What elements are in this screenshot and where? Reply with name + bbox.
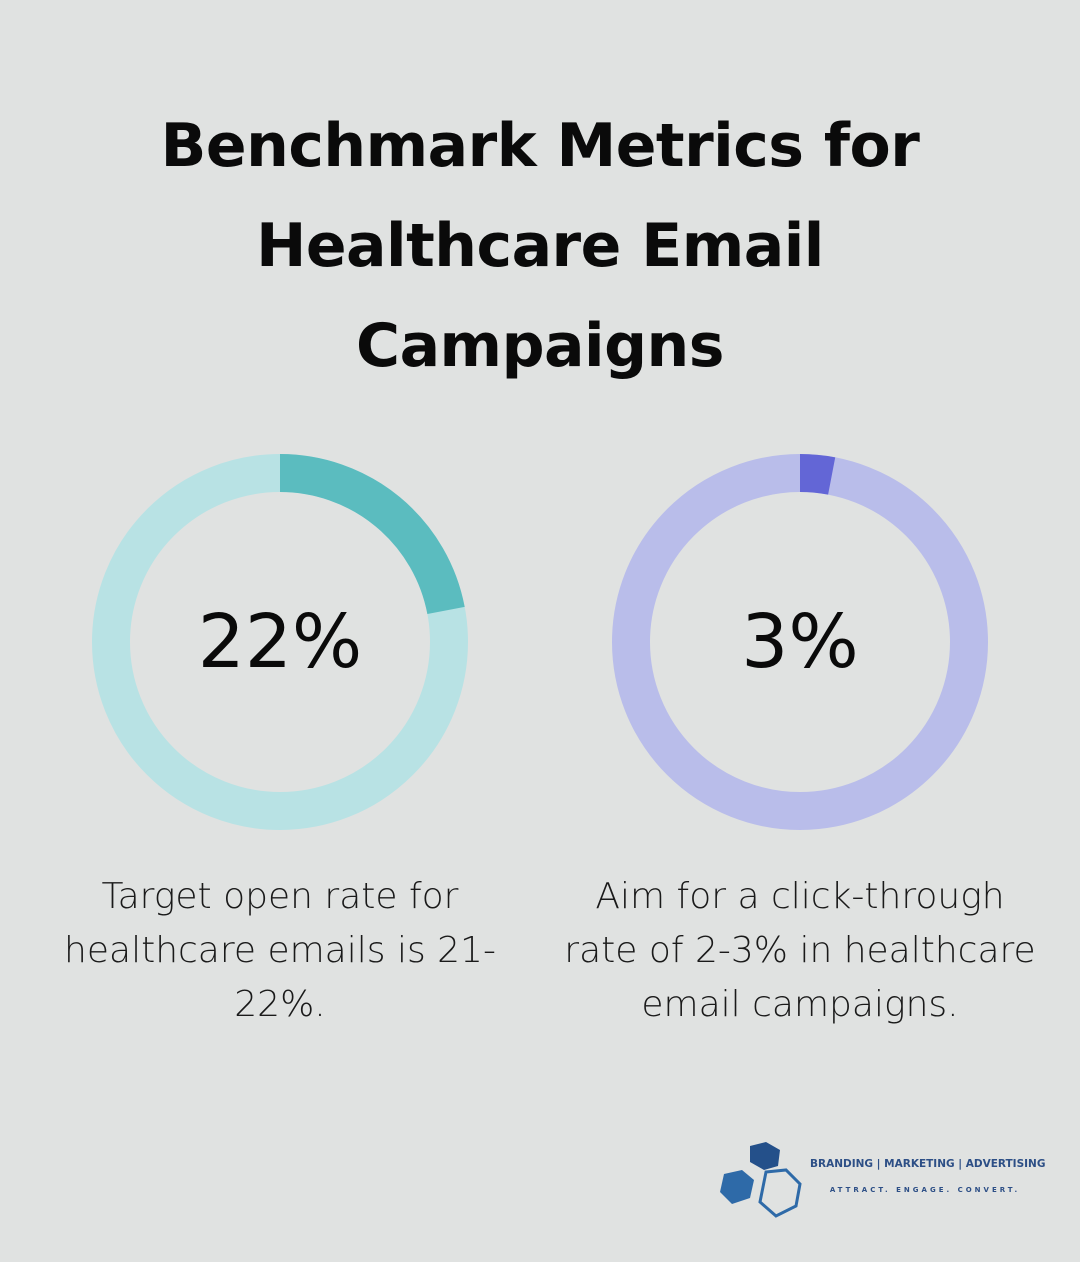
logo-hexagon-filled	[720, 1170, 754, 1204]
click-through-donut-svg: 3%	[612, 454, 988, 830]
open-rate-value-label: 22%	[198, 599, 362, 685]
click-through-donut-fill	[612, 454, 988, 830]
logo-tagline-primary: BRANDING | MARKETING | ADVERTISING	[810, 1158, 1046, 1170]
logo-hexagon-outline	[758, 1168, 802, 1218]
logo-tagline-secondary: ATTRACT. ENGAGE. CONVERT.	[829, 1186, 1021, 1194]
click-through-caption: Aim for a click-through rate of 2-3% in …	[564, 876, 1036, 1025]
click-through-donut-chart: 3%	[611, 453, 989, 831]
logo-hexagon-dark	[750, 1142, 780, 1170]
open-rate-caption: Target open rate for healthcare emails i…	[64, 876, 496, 1025]
page-title: Benchmark Metrics for Healthcare Email C…	[160, 111, 920, 381]
open-rate-donut-fill	[92, 454, 468, 830]
hexagons-logo-icon	[720, 1142, 802, 1218]
open-rate-donut-svg: 22%	[92, 454, 468, 830]
brand-logo: BRANDING | MARKETING | ADVERTISING ATTRA…	[708, 1140, 1048, 1222]
open-rate-donut-chart: 22%	[91, 453, 469, 831]
click-through-value-label: 3%	[741, 599, 858, 685]
